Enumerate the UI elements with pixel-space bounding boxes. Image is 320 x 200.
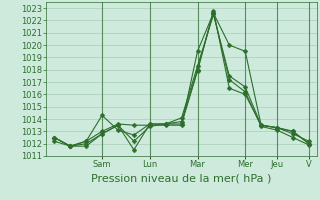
X-axis label: Pression niveau de la mer( hPa ): Pression niveau de la mer( hPa ) bbox=[92, 173, 272, 183]
